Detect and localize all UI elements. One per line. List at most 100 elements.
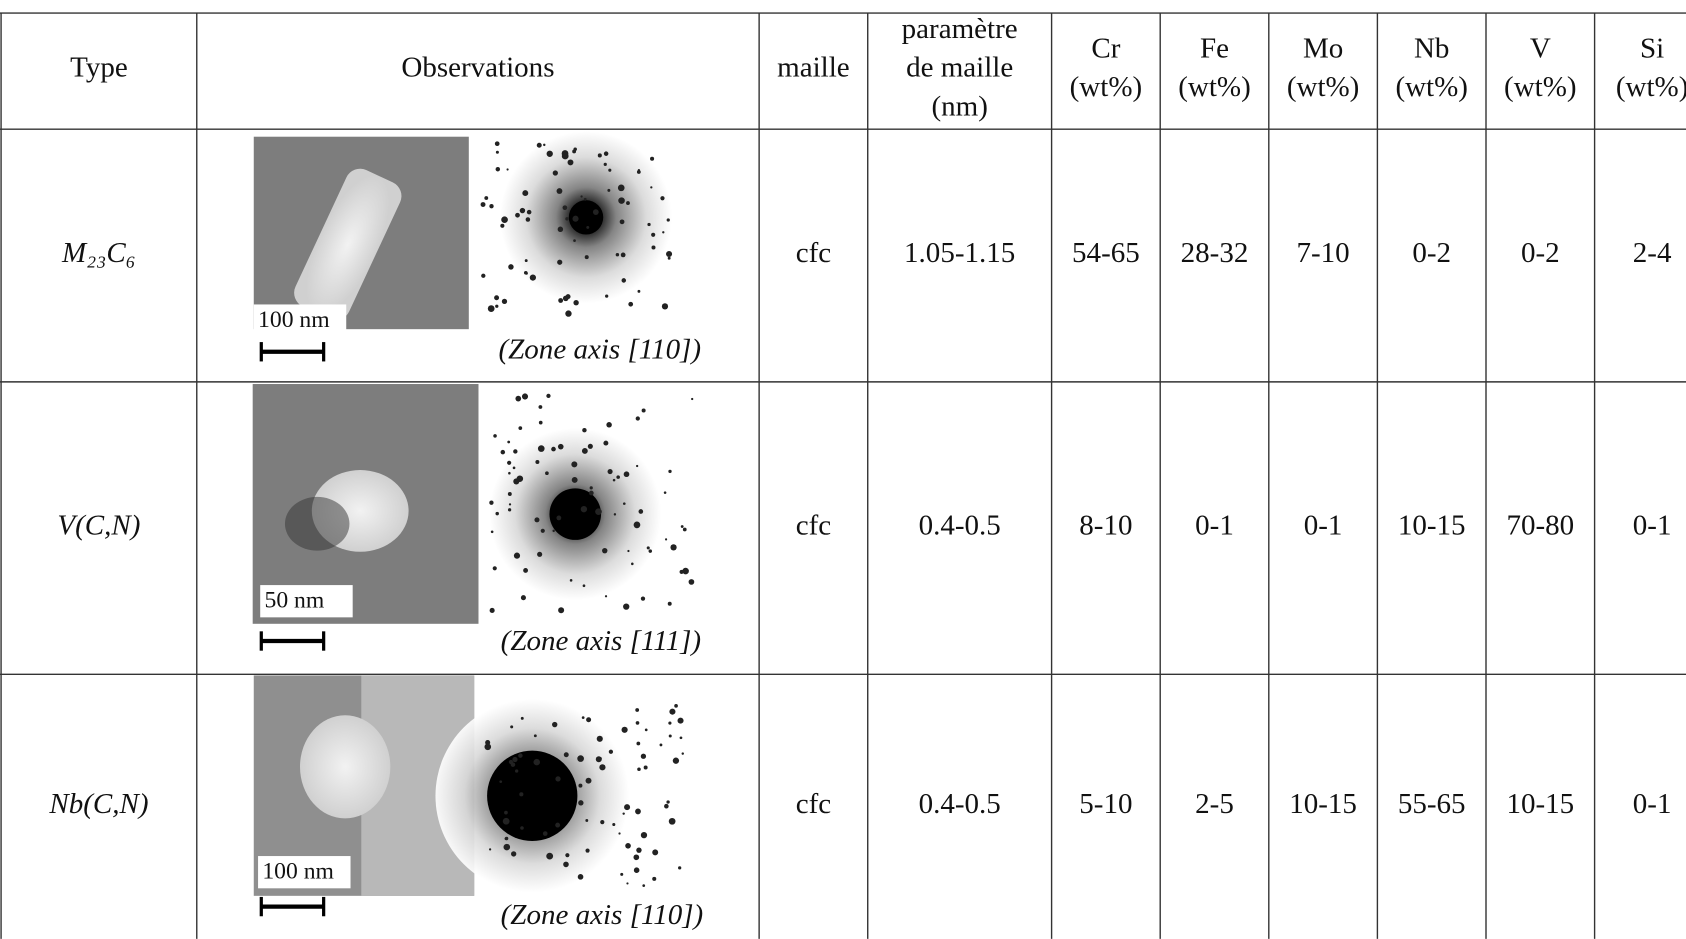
diffraction-spot <box>582 584 586 588</box>
diffraction-spot <box>506 168 509 171</box>
diffraction-spot <box>691 397 694 401</box>
diffraction-spot <box>670 544 677 551</box>
diffraction-spot <box>565 853 570 858</box>
diffraction-spot <box>494 295 500 301</box>
diffraction-spot <box>628 301 634 307</box>
diffraction-spot <box>557 259 563 265</box>
precipitate <box>299 715 391 819</box>
diffraction-spot <box>572 149 577 154</box>
diffraction-spot <box>606 422 612 428</box>
diffraction-spot <box>585 819 589 822</box>
diffraction-spot <box>619 219 625 225</box>
header-cell: paramètre <box>902 13 1018 45</box>
zone-axis-caption: (Zone axis [110]) <box>501 899 704 931</box>
diffraction-spot <box>650 186 653 189</box>
diffraction-spot <box>660 196 665 201</box>
diffraction-spot <box>481 273 486 278</box>
cell: cfc <box>796 510 831 542</box>
diffraction-spot <box>631 562 634 566</box>
diffraction-spot <box>493 434 497 438</box>
diffraction-spot <box>569 579 573 582</box>
diffraction-spot <box>563 861 569 868</box>
header-cell: Fe <box>1200 32 1229 64</box>
cell: 10-15 <box>1289 788 1357 820</box>
diffraction-spot <box>525 217 531 222</box>
diffraction-spot <box>551 446 556 452</box>
diffraction-spot <box>595 508 602 515</box>
diffraction-spot <box>520 595 526 601</box>
header-cell: Type <box>70 52 128 84</box>
diffraction-spot <box>520 716 524 720</box>
diffraction-spot <box>512 466 516 470</box>
diffraction-spot <box>640 831 648 839</box>
diffraction-spot <box>642 884 646 887</box>
cell: 2-4 <box>1633 237 1672 269</box>
diffraction-spot <box>500 223 505 228</box>
diffraction-spot <box>526 209 532 215</box>
diffraction-spot <box>677 717 684 724</box>
header-cell: de maille <box>906 52 1013 84</box>
diffraction-spot <box>648 549 653 553</box>
diffraction-spot <box>480 202 486 208</box>
diffraction-spot <box>558 607 565 614</box>
diffraction-spot <box>622 502 626 505</box>
diffraction-spot <box>663 491 667 494</box>
diffraction-spot <box>640 753 647 759</box>
diffraction-spot <box>635 708 640 712</box>
diffraction-spot <box>647 222 651 227</box>
diffraction-spot <box>607 468 613 475</box>
diffraction-spot <box>598 757 602 761</box>
diffraction-center <box>568 200 604 235</box>
diffraction-spot <box>678 866 682 870</box>
diffraction-spot <box>668 469 672 474</box>
zone-axis-caption: (Zone axis [111]) <box>501 625 701 657</box>
diffraction-spot <box>659 743 663 747</box>
diffraction-spot <box>507 492 512 496</box>
header-cell: Observations <box>401 52 554 84</box>
diffraction-spot <box>580 505 588 513</box>
diffraction-spot <box>627 549 630 553</box>
diffraction-spot <box>492 566 497 571</box>
scale-label: 100 nm <box>262 859 334 885</box>
diffraction-spot <box>578 783 583 788</box>
header-cell: maille <box>777 52 850 84</box>
diffraction-spot <box>511 851 517 857</box>
type-cell: M₂₃C₆ <box>61 237 136 269</box>
cell: 7-10 <box>1297 237 1350 269</box>
diffraction-spot <box>581 716 585 719</box>
cell: 10-15 <box>1398 510 1466 542</box>
diffraction-spot <box>538 405 543 409</box>
diffraction-spot <box>518 426 523 430</box>
precipitate <box>294 168 402 321</box>
diffraction-spot <box>562 205 568 211</box>
cell: 0-1 <box>1195 510 1234 542</box>
diffraction-spot <box>510 725 514 729</box>
header-cell: (wt%) <box>1616 71 1686 103</box>
diffraction-spot <box>494 141 500 147</box>
diffraction-spot <box>512 756 518 763</box>
diffraction-spot <box>620 252 626 258</box>
diffraction-spot <box>624 804 631 811</box>
diffraction-spot <box>636 741 641 746</box>
diffraction-spot <box>623 603 630 610</box>
scale-label-bg <box>260 585 353 618</box>
diffraction-spot <box>495 304 499 308</box>
diffraction-spot <box>621 726 628 733</box>
diffraction-spot <box>571 477 578 483</box>
diffraction-spot <box>589 486 593 490</box>
diffraction-spot <box>681 752 684 755</box>
diffraction-spot <box>626 201 630 205</box>
cell: 0-1 <box>1633 788 1672 820</box>
diffraction-spot <box>682 567 689 575</box>
diffraction-spot <box>666 218 670 222</box>
header-cell: (wt%) <box>1287 71 1360 103</box>
diffraction-spot <box>565 310 572 317</box>
diffraction-spot <box>508 759 514 765</box>
diffraction-spot <box>650 156 655 161</box>
diffraction-spot <box>620 872 624 876</box>
diffraction-spot <box>523 271 528 275</box>
diffraction-spot <box>587 443 593 449</box>
diffraction-spot <box>518 753 523 758</box>
diffraction-spot <box>552 529 555 533</box>
